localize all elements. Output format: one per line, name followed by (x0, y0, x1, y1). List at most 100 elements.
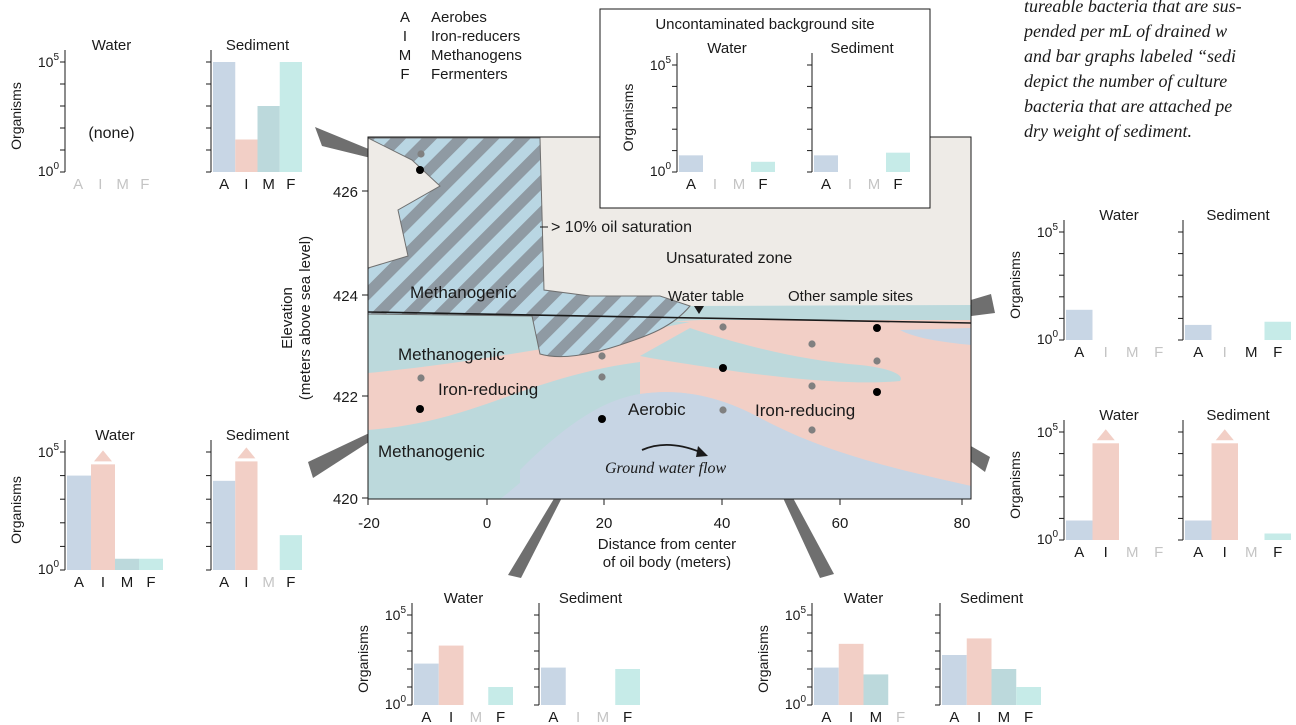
y-tick-426: 426 (333, 184, 358, 201)
oil-saturation-label: > 10% oil saturation (551, 219, 692, 236)
x-tick-20: 20 (596, 515, 613, 532)
cross-section-diagram: 426 424 422 420 -20 0 20 40 60 80 Distan… (279, 136, 972, 571)
bar-f (1264, 321, 1291, 340)
y-label-10-5: 105 (38, 442, 60, 460)
figure-caption: tureable bacteria that are sus- pended p… (1024, 0, 1242, 141)
x-tick-40: 40 (714, 515, 731, 532)
category-label-m: M (870, 709, 883, 725)
category-label-i: I (713, 176, 717, 193)
bar-a (1185, 520, 1212, 540)
bar-a (1066, 520, 1093, 540)
iron-reducing-label-left: Iron-reducing (438, 380, 538, 399)
legend-letter-i: I (403, 28, 407, 45)
bar-panel-left-lower-water: A I M F Water 105 100 Organisms (8, 427, 163, 591)
bar-panel-bottom-right-water: A I M F Water 105 100 Organisms (755, 590, 905, 725)
background-site-title: Uncontaminated background site (655, 16, 874, 33)
category-label-m: M (1126, 544, 1139, 561)
category-label-f: F (623, 709, 632, 725)
bar-f (886, 152, 910, 172)
category-label-i: I (449, 709, 453, 725)
bar-a (67, 475, 91, 570)
y-label-10-5: 105 (785, 605, 807, 623)
sample-point-primary (416, 405, 424, 413)
x-axis-label-line2: of oil body (meters) (603, 554, 731, 571)
x-axis-label-line1: Distance from center (598, 536, 736, 553)
sample-point (417, 150, 425, 158)
bar-panel-right-lower-sediment: A I M F Sediment (1178, 407, 1291, 561)
bar-a (541, 667, 566, 705)
panel-title: Sediment (1206, 407, 1270, 424)
aerobic-label: Aerobic (628, 400, 686, 419)
organisms-axis-label: Organisms (1007, 251, 1023, 319)
legend-name-aerobes: Aerobes (431, 9, 487, 26)
sample-point (873, 357, 881, 365)
bar-i (1211, 443, 1238, 540)
category-label-f: F (286, 176, 295, 193)
y-tick-420: 420 (333, 491, 358, 508)
unsaturated-zone-label: Unsaturated zone (666, 250, 792, 267)
category-label-i: I (849, 709, 853, 725)
bar-i (966, 638, 992, 705)
bar-a (213, 62, 236, 172)
flow-arrowhead-icon (696, 446, 708, 457)
legend-name-methanogens: Methanogens (431, 47, 522, 64)
category-label-f: F (1273, 344, 1282, 361)
water-table-marker-icon (694, 306, 704, 314)
y-axis-label-line2: (meters above sea level) (297, 236, 314, 400)
category-label-m: M (597, 709, 610, 725)
category-label-m: M (998, 709, 1011, 725)
category-label-i: I (244, 574, 248, 591)
y-label-10-5: 105 (650, 55, 672, 73)
y-label-10-5: 105 (38, 52, 60, 70)
category-label-m: M (262, 176, 275, 193)
water-table-label: Water table (668, 288, 744, 305)
sample-point (808, 382, 816, 390)
panel-title: Sediment (226, 37, 290, 54)
sample-point (719, 406, 727, 414)
organisms-axis-label: Organisms (8, 82, 24, 150)
category-label-i: I (977, 709, 981, 725)
aerobic-zone-right (900, 328, 971, 345)
category-label-i: I (244, 176, 248, 193)
sample-point (598, 352, 606, 360)
legend-letter-a: A (400, 9, 410, 26)
bar-a (213, 480, 236, 570)
category-label-m: M (470, 709, 483, 725)
category-label-a: A (949, 709, 959, 725)
bar-a (414, 663, 439, 705)
category-label-m: M (733, 176, 746, 193)
bar-f (751, 161, 775, 172)
methanogenic-label-lower: Methanogenic (378, 442, 485, 461)
sample-point-primary (416, 166, 424, 174)
organisms-axis-label: Organisms (1007, 451, 1023, 519)
bar-i (1092, 443, 1119, 540)
category-label-i: I (1223, 544, 1227, 561)
bar-m (257, 106, 280, 172)
category-label-m: M (1126, 344, 1139, 361)
sample-points (416, 150, 881, 434)
aerobic-zone-upper (520, 392, 971, 499)
category-label-f: F (496, 709, 505, 725)
methanogenic-label-mid: Methanogenic (398, 345, 505, 364)
bar-a (1066, 309, 1093, 340)
category-label-i: I (576, 709, 580, 725)
bar-a (814, 155, 838, 172)
bar-a (814, 667, 839, 705)
bar-f (1016, 687, 1041, 705)
x-tick-60: 60 (832, 515, 849, 532)
category-label-a: A (548, 709, 558, 725)
y-label-10-0: 100 (650, 161, 672, 179)
greater-than-arrow-icon (1096, 429, 1115, 441)
sample-point (417, 374, 425, 382)
category-label-m: M (868, 176, 881, 193)
category-label-m: M (1245, 544, 1258, 561)
panel-title: Water (707, 40, 746, 57)
iron-reducing-label-right: Iron-reducing (755, 401, 855, 420)
category-label-a: A (1193, 344, 1203, 361)
category-label-a: A (1074, 344, 1084, 361)
bar-panel-right-upper-sediment: A I M F Sediment (1178, 207, 1291, 361)
category-label-f: F (1154, 544, 1163, 561)
panel-title: Sediment (1206, 207, 1270, 224)
category-label-i: I (1104, 544, 1108, 561)
